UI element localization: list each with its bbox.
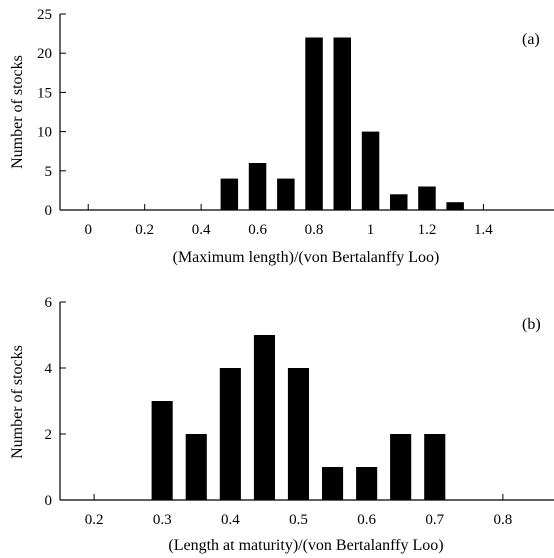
panel-b-x-tick-label: 0.8 — [494, 512, 513, 528]
panel-b-bar — [219, 368, 241, 500]
panel-a-y-tick-label: 10 — [37, 125, 52, 141]
panel-a-y-tick-label: 5 — [45, 164, 53, 180]
panel-b-x-tick-label: 0.2 — [85, 512, 104, 528]
panel-b-x-tick-label: 0.4 — [221, 512, 240, 528]
panel-b-y-tick-label: 0 — [45, 493, 53, 509]
panel-b-x-tick-label: 0.7 — [425, 512, 444, 528]
panel-b-x-tick-label: 0.3 — [153, 512, 172, 528]
panel-b-bar — [287, 368, 309, 500]
panel-b-label: (b) — [522, 316, 541, 333]
panel-a-x-tick-label: 1.2 — [418, 222, 437, 238]
panel-b-histogram: (b) (Length at maturity)/(von Bertalanff… — [9, 295, 554, 554]
panel-b-y-tick-label: 4 — [45, 361, 53, 377]
panel-b-y-tick-label: 6 — [45, 295, 53, 311]
panel-a-bar — [248, 163, 267, 210]
panel-a-x-tick-label: 0.2 — [135, 222, 154, 238]
panel-a-x-tick-label: 1 — [367, 222, 375, 238]
panel-b-bar — [185, 434, 207, 500]
panel-a-y-tick-label: 15 — [37, 85, 52, 101]
panel-a-bar — [361, 131, 380, 210]
panel-a-bar — [220, 178, 239, 210]
panel-b-bar — [356, 467, 378, 500]
panel-a-bar — [446, 202, 464, 210]
panel-b-bar — [322, 467, 344, 500]
panel-a-x-tick-label: 0.6 — [248, 222, 267, 238]
panel-a-histogram: (a) (Maximum length)/(von Bertalanffy Lo… — [9, 7, 554, 266]
panel-a-bar — [277, 178, 295, 210]
panel-a-x-tick-label: 1.4 — [474, 222, 493, 238]
panel-a-y-tick-label: 0 — [45, 203, 53, 219]
panel-a-bar — [390, 194, 408, 210]
panel-a-label: (a) — [522, 31, 540, 48]
panel-a-bar — [418, 186, 436, 210]
panel-b-bar — [253, 335, 275, 500]
panel-b-x-axis-label: (Length at maturity)/(von Bertalanffy Lo… — [168, 537, 443, 554]
panel-b-y-tick-label: 2 — [45, 427, 53, 443]
panel-b-x-tick-label: 0.5 — [289, 512, 308, 528]
panel-b-y-axis-label: Number of stocks — [9, 345, 26, 459]
panel-a-x-tick-label: 0 — [84, 222, 92, 238]
panel-a-x-tick-label: 0.4 — [192, 222, 211, 238]
panel-b-bar — [390, 434, 412, 500]
panel-a-y-tick-label: 25 — [37, 7, 52, 23]
panel-a-y-tick-label: 20 — [37, 46, 52, 62]
panel-b-bar — [151, 401, 173, 500]
panel-a-x-axis-label: (Maximum length)/(von Bertalanffy Loo) — [173, 249, 440, 266]
panel-a-y-axis-label: Number of stocks — [9, 55, 26, 169]
panel-b-bar — [424, 434, 446, 500]
panel-a-bar — [305, 37, 323, 210]
panel-b-x-tick-label: 0.6 — [357, 512, 376, 528]
panel-a-x-tick-label: 0.8 — [305, 222, 324, 238]
panel-a-bar — [333, 37, 351, 210]
